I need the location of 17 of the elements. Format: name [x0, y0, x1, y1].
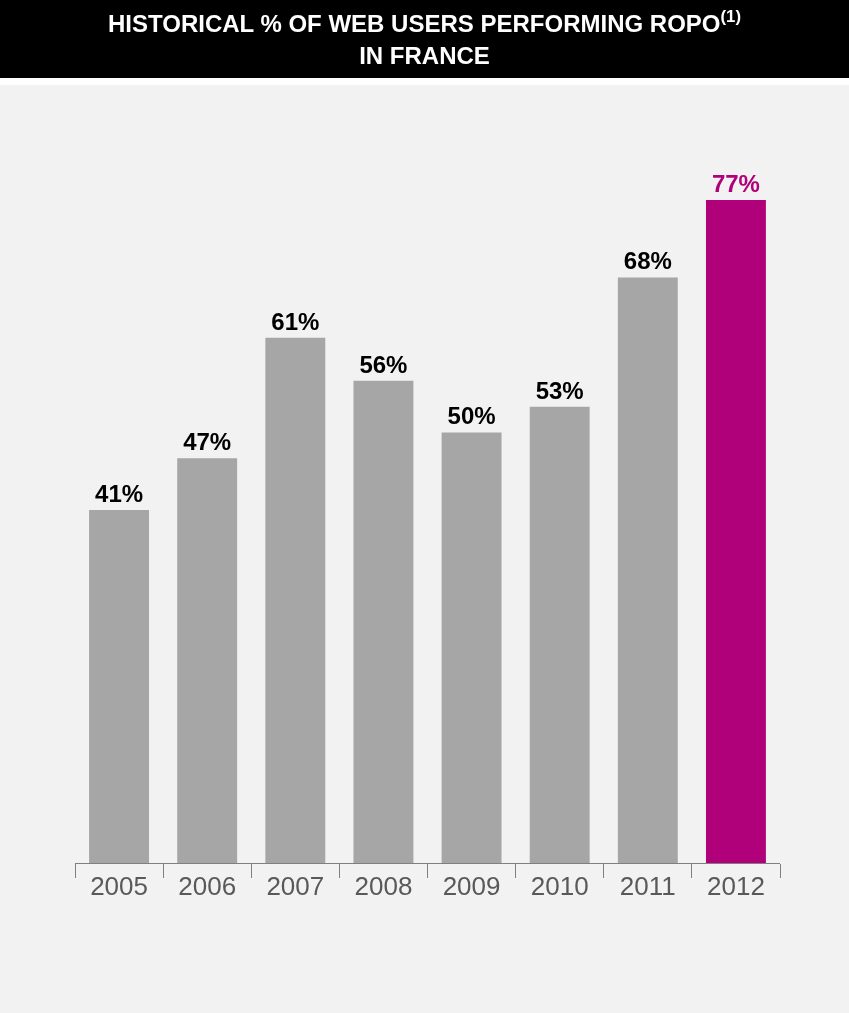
x-tick-label: 2008 [354, 871, 413, 902]
chart-title: HISTORICAL % OF WEB USERS PERFORMING ROPO$^{(1)}$ IN FRANCE [107, 7, 742, 69]
data-label: 77% [711, 170, 760, 197]
data-label: 56% [359, 350, 408, 378]
data-label: 50% [447, 402, 496, 430]
x-tick-label: 2012 [707, 871, 765, 902]
data-label: 68% [623, 247, 672, 275]
x-tick-label: 2007 [266, 871, 325, 902]
data-label: 41% [95, 479, 144, 507]
data-label: 53% [535, 376, 584, 404]
x-tick-label: 2006 [178, 871, 237, 902]
data-label: 47% [183, 428, 232, 456]
x-tick-label: 2011 [619, 871, 676, 902]
x-tick-label: 2009 [442, 871, 501, 902]
x-tick-label: 2010 [530, 871, 589, 902]
x-tick-label: 2005 [90, 871, 148, 902]
data-label: 61% [271, 307, 320, 335]
